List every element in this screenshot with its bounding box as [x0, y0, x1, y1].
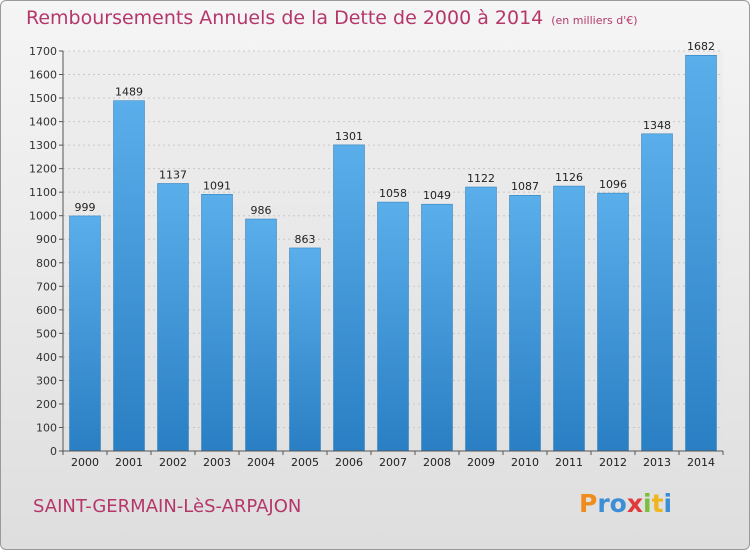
y-tick-label: 1200 [29, 163, 57, 176]
data-label: 1489 [115, 86, 143, 99]
bar-2013 [641, 133, 673, 452]
logo-letter: i [663, 489, 673, 518]
x-tick-label: 2007 [379, 456, 407, 469]
bar-2011 [553, 185, 585, 452]
x-axis-ticks: 2000 2001 2002 2003 2004 2005 2006 2007 2008 2009… [62, 451, 724, 469]
data-label: 1091 [203, 179, 231, 192]
x-tick-label: 2012 [599, 456, 627, 469]
logo-letter: t [651, 489, 664, 518]
y-tick-label: 1300 [29, 139, 57, 152]
logo-letter: i [643, 489, 652, 518]
y-tick-label: 600 [36, 304, 57, 317]
bar-2007 [377, 201, 409, 452]
y-tick-label: 200 [36, 398, 57, 411]
bar-2014 [685, 54, 717, 452]
x-tick-label: 2005 [291, 456, 319, 469]
proxiti-logo: Proxiti [579, 489, 672, 518]
data-label: 1058 [379, 187, 407, 200]
y-tick-label: 1700 [29, 45, 57, 58]
y-tick-label: 1400 [29, 116, 57, 129]
y-tick-label: 1100 [29, 186, 57, 199]
data-label: 863 [295, 233, 316, 246]
x-tick-label: 2008 [423, 456, 451, 469]
x-tick-label: 2013 [643, 456, 671, 469]
data-label: 1301 [335, 130, 363, 143]
y-tick-label: 800 [36, 257, 57, 270]
x-tick-label: 2011 [555, 456, 583, 469]
x-tick-label: 2014 [687, 456, 715, 469]
bar-2005 [289, 247, 321, 452]
y-tick-label: 1600 [29, 69, 57, 82]
data-labels: 999 1489 1137 1091 986 863 1301 1058 1049 1122 108… [75, 40, 716, 246]
bar-2006 [333, 144, 365, 452]
bar-2009 [465, 186, 497, 452]
x-tick-label: 2010 [511, 456, 539, 469]
bar-2003 [201, 194, 233, 452]
logo-letter: x [626, 489, 643, 518]
y-tick-label: 400 [36, 351, 57, 364]
data-label: 1049 [423, 189, 451, 202]
bar-2002 [157, 183, 189, 452]
x-tick-label: 2009 [467, 456, 495, 469]
bar-2004 [245, 218, 277, 452]
chart-unit-note: (en milliers d'€) [551, 14, 638, 27]
logo-letter: P [579, 489, 598, 518]
y-tick-label: 0 [50, 445, 57, 458]
data-label: 1348 [643, 119, 671, 132]
data-label: 1682 [687, 40, 715, 53]
bar-2000 [69, 215, 101, 452]
x-tick-label: 2002 [159, 456, 187, 469]
bar-2001 [113, 100, 145, 452]
y-tick-label: 300 [36, 374, 57, 387]
x-tick-label: 2000 [71, 456, 99, 469]
bars [69, 54, 717, 452]
city-name: SAINT-GERMAIN-LèS-ARPAJON [33, 496, 302, 517]
logo-letter: r [597, 489, 610, 518]
data-label: 999 [75, 201, 96, 214]
logo-letter: o [609, 489, 627, 518]
data-label: 1087 [511, 180, 539, 193]
data-label: 1126 [555, 171, 583, 184]
y-tick-label: 1000 [29, 210, 57, 223]
bar-2010 [509, 194, 541, 452]
y-axis-ticks: 0 100 200 300 400 500 600 700 800 900 1000 1100 1200… [29, 45, 63, 458]
bar-2008 [421, 203, 453, 452]
chart-title: Remboursements Annuels de la Dette de 20… [26, 7, 638, 29]
x-tick-label: 2003 [203, 456, 231, 469]
y-tick-label: 700 [36, 280, 57, 293]
y-tick-label: 500 [36, 327, 57, 340]
data-label: 1096 [599, 178, 627, 191]
y-tick-label: 100 [36, 421, 57, 434]
y-tick-label: 900 [36, 233, 57, 246]
x-tick-label: 2006 [335, 456, 363, 469]
bar-2012 [597, 192, 629, 452]
x-tick-label: 2001 [115, 456, 143, 469]
y-tick-label: 1500 [29, 92, 57, 105]
data-label: 1122 [467, 172, 495, 185]
data-label: 1137 [159, 168, 187, 181]
data-label: 986 [251, 204, 272, 217]
chart-title-text: Remboursements Annuels de la Dette de 20… [26, 7, 544, 29]
x-tick-label: 2004 [247, 456, 275, 469]
